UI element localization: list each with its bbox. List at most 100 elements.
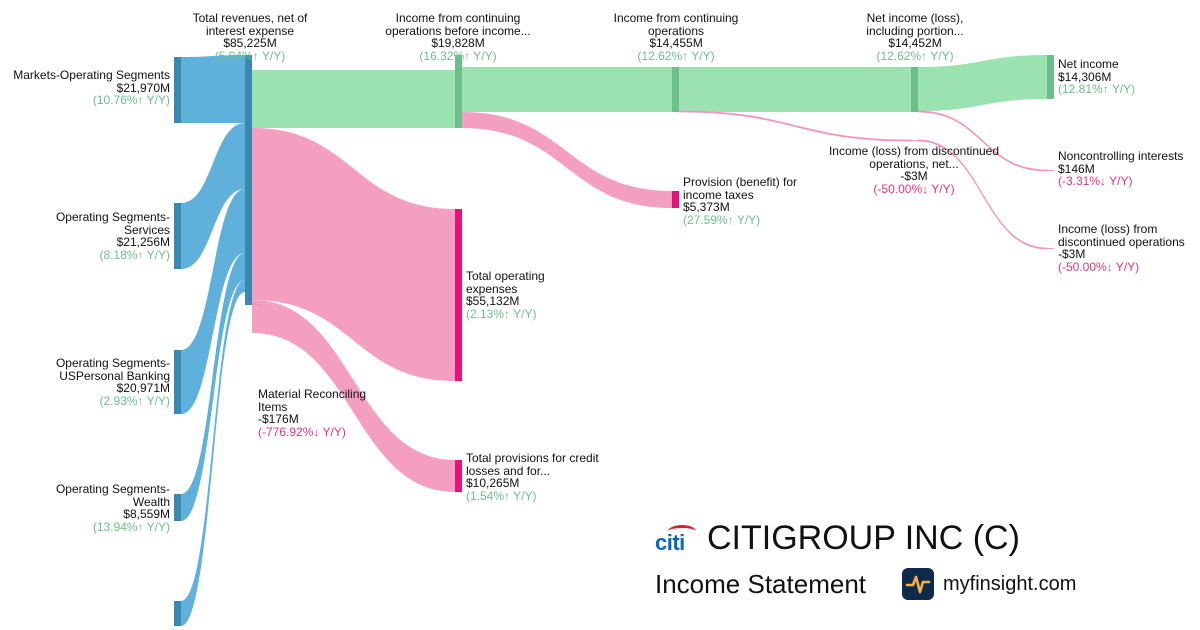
label-value: $21,970M xyxy=(116,80,170,95)
label-value: $5,373M xyxy=(683,200,730,214)
label-change: (-50.00%↓ Y/Y) xyxy=(873,181,955,196)
link-markets-to-revenue xyxy=(181,55,245,123)
label-change: (12.62%↑ Y/Y) xyxy=(637,48,715,63)
label-change: (-3.31%↓ Y/Y) xyxy=(1058,174,1133,188)
label-value: $19,828M xyxy=(431,36,485,50)
label-change: (16.32%↑ Y/Y) xyxy=(419,48,497,63)
label-title: Income from continuing operations before… xyxy=(385,11,531,38)
node-net_income xyxy=(1047,55,1054,99)
citi-logo: citi xyxy=(655,530,685,555)
link-uspb-to-revenue xyxy=(181,189,245,414)
site-name: myfinsight.com xyxy=(943,573,1077,595)
label-change: (2.13%↑ Y/Y) xyxy=(466,306,537,321)
label-title: Income (loss) from discontinued operatio… xyxy=(828,144,1000,171)
label-value: $8,559M xyxy=(123,507,170,521)
label-change: (12.81%↑ Y/Y) xyxy=(1058,82,1136,96)
link-wealth-to-revenue xyxy=(181,253,245,521)
label-mri: Material Reconciling Items -$176M (-776.92… xyxy=(258,388,388,438)
label-revenue: Total revenues, net of interest expense $… xyxy=(185,12,315,62)
label-disc_end: Income (loss) from discontinued operatio… xyxy=(1058,223,1198,273)
node-tax xyxy=(672,191,679,208)
node-nci xyxy=(1047,170,1054,171)
label-title: Material Reconciling Items xyxy=(258,387,367,414)
label-title: Operating Segments-Wealth xyxy=(55,482,170,509)
node-disc_end xyxy=(1047,248,1054,249)
label-ni_incl: Net income (loss), including portion... $… xyxy=(855,12,975,62)
label-opex: Total operating expenses $55,132M (2.13%↑ … xyxy=(466,270,576,320)
label-value: $20,971M xyxy=(116,381,170,395)
label-title: Provision (benefit) for income taxes xyxy=(683,175,798,202)
label-title: Total operating expenses xyxy=(466,269,545,296)
label-cont_ops: Income from continuing operations $14,455… xyxy=(606,12,746,62)
label-value: $10,265M xyxy=(466,476,520,490)
label-change: (2.93%↑ Y/Y) xyxy=(99,393,170,408)
link-services-to-revenue xyxy=(181,123,245,269)
label-title: Operating Segments-Services xyxy=(55,210,170,237)
label-services: Operating Segments-Services $21,256M (8.18… xyxy=(30,211,170,261)
node-services xyxy=(174,203,181,269)
node-markets xyxy=(174,57,181,123)
label-uspb: Operating Segments-USPersonal Banking $20… xyxy=(30,357,170,407)
label-title: Income (loss) from discontinued operatio… xyxy=(1058,222,1185,249)
label-title: Net income xyxy=(1058,57,1119,71)
label-change: (8.18%↑ Y/Y) xyxy=(99,247,170,262)
label-change: (5.04%↑ Y/Y) xyxy=(214,48,286,63)
label-disc_mid: Income (loss) from discontinued operatio… xyxy=(824,145,1004,195)
label-title: Total provisions for credit losses and f… xyxy=(466,451,599,478)
node-pretax xyxy=(455,55,462,128)
label-title: Markets-Operating Segments xyxy=(13,68,170,82)
statement-subtitle: Income Statement xyxy=(655,569,866,599)
node-wealth xyxy=(174,494,181,521)
label-wealth: Operating Segments-Wealth $8,559M (13.94%↑… xyxy=(30,483,170,533)
node-revenue xyxy=(245,55,252,305)
link-cont_ops-to-ni_incl xyxy=(679,67,911,112)
label-provisions: Total provisions for credit losses and f… xyxy=(466,452,606,502)
label-title: Operating Segments-USPersonal Banking xyxy=(55,356,170,383)
label-change: (-50.00%↓ Y/Y) xyxy=(1058,259,1140,274)
label-nci: Noncontrolling interests $146M (-3.31%↓ Y/… xyxy=(1058,150,1183,188)
sankey-nodes xyxy=(174,55,1054,626)
label-change: (-776.92%↓ Y/Y) xyxy=(258,424,346,439)
link-ni_incl-to-net_income xyxy=(918,55,1047,111)
label-value: $14,452M xyxy=(888,36,942,50)
label-value: $146M xyxy=(1058,161,1095,176)
link-pretax-to-cont_ops xyxy=(462,67,672,112)
label-value: $14,455M xyxy=(649,36,703,50)
label-title: Total revenues, net of interest expense xyxy=(192,11,308,38)
link-revenue-to-opex xyxy=(252,128,455,381)
label-title: Noncontrolling interests xyxy=(1058,149,1184,163)
link-revenue-to-provisions xyxy=(252,300,455,492)
link-other_seg-to-revenue xyxy=(181,280,245,626)
label-change: (13.94%↑ Y/Y) xyxy=(92,519,170,534)
label-value: $85,225M xyxy=(223,36,277,50)
link-revenue-to-pretax xyxy=(252,70,455,128)
link-pretax-to-tax xyxy=(462,112,672,208)
node-disc_mid xyxy=(911,140,918,141)
node-uspb xyxy=(174,350,181,414)
label-change: (12.62%↑ Y/Y) xyxy=(876,48,954,63)
node-provisions xyxy=(455,460,462,492)
label-value: $14,306M xyxy=(1058,69,1112,84)
label-value: -$176M xyxy=(258,412,299,426)
link-revenue-to-mri xyxy=(252,303,262,306)
label-tax: Provision (benefit) for income taxes $5,3… xyxy=(683,176,813,226)
label-change: (1.54%↑ Y/Y) xyxy=(466,488,537,503)
label-net_income: Net income $14,306M (12.81%↑ Y/Y) xyxy=(1058,58,1135,96)
label-pretax: Income from continuing operations before… xyxy=(373,12,543,62)
node-ni_incl xyxy=(911,67,918,112)
label-change: (10.76%↑ Y/Y) xyxy=(92,93,170,107)
node-cont_ops xyxy=(672,67,679,112)
label-change: (27.59%↑ Y/Y) xyxy=(683,212,761,227)
label-value: $21,256M xyxy=(116,235,170,249)
pulse-icon xyxy=(902,568,934,600)
label-title: Income from continuing operations xyxy=(613,11,739,38)
node-other_seg xyxy=(174,601,181,626)
label-title: Net income (loss), including portion... xyxy=(866,11,964,38)
label-value: $55,132M xyxy=(466,294,520,308)
company-title: CITIGROUP INC (C) xyxy=(707,519,1020,557)
citi-logo-arc-icon xyxy=(668,525,696,538)
label-value: -$3M xyxy=(900,169,928,183)
sankey-links xyxy=(181,55,1048,626)
node-opex xyxy=(455,209,462,381)
